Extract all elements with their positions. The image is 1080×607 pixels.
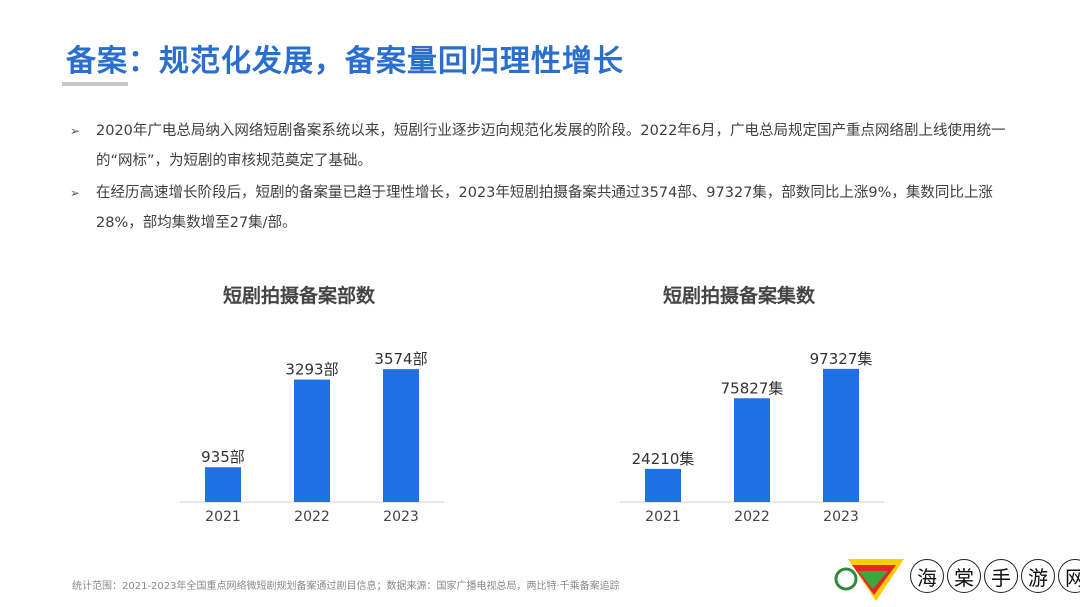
bar-2021 xyxy=(205,467,241,502)
footnote: 统计范围：2021-2023年全国重点网络微短剧规划备案通过剧目信息；数据来源：… xyxy=(72,581,620,592)
bar-2021 xyxy=(645,468,681,502)
data-label: 3293部 xyxy=(285,361,338,379)
watermark-char: 手 xyxy=(984,559,1018,593)
watermark: 海 棠 手 游 网 xyxy=(830,545,1080,607)
data-label: 97327集 xyxy=(810,350,873,368)
x-tick-label: 2021 xyxy=(205,509,241,525)
data-label: 24210集 xyxy=(632,450,695,468)
watermark-logo-icon xyxy=(834,559,904,601)
chart-title: 短剧拍摄备案部数 xyxy=(223,284,376,307)
bar-2023 xyxy=(383,369,419,502)
data-label: 935部 xyxy=(201,448,245,466)
watermark-char: 棠 xyxy=(947,559,981,593)
watermark-char: 游 xyxy=(1021,559,1055,593)
chart-svg-series-count: 短剧拍摄备案部数 935部 2021 3293部 2022 3574部 2023 xyxy=(180,284,444,525)
x-tick-label: 2022 xyxy=(734,509,770,525)
chart-title: 短剧拍摄备案集数 xyxy=(663,284,816,307)
bar-2022 xyxy=(734,398,770,502)
x-tick-label: 2022 xyxy=(294,509,330,525)
bullet-list: ➢ 2020年广电总局纳入网络短剧备案系统以来，短剧行业逐步迈向规范化发展的阶段… xyxy=(70,116,1030,238)
data-label: 3574部 xyxy=(374,350,427,368)
x-tick-label: 2023 xyxy=(383,509,419,525)
x-tick-label: 2021 xyxy=(645,509,681,525)
arrow-bullet-icon: ➢ xyxy=(70,186,81,200)
bullet-item: ➢ 在经历高速增长阶段后，短剧的备案量已趋于理性增长，2023年短剧拍摄备案共通… xyxy=(70,178,1030,238)
bullet-text: 在经历高速增长阶段后，短剧的备案量已趋于理性增长，2023年短剧拍摄备案共通过3… xyxy=(96,185,993,231)
arrow-bullet-icon: ➢ xyxy=(70,124,81,138)
title-underline xyxy=(62,82,128,86)
watermark-char: 海 xyxy=(910,559,944,593)
bullet-text: 2020年广电总局纳入网络短剧备案系统以来，短剧行业逐步迈向规范化发展的阶段。2… xyxy=(96,123,1006,169)
chart-episode-count: 短剧拍摄备案集数 24210集 2021 75827集 2022 97327集 2023 xyxy=(610,275,930,535)
bullet-item: ➢ 2020年广电总局纳入网络短剧备案系统以来，短剧行业逐步迈向规范化发展的阶段… xyxy=(70,116,1030,176)
watermark-char: 网 xyxy=(1058,559,1080,593)
chart-series-count: 短剧拍摄备案部数 935部 2021 3293部 2022 3574部 2023 xyxy=(170,275,490,535)
x-tick-label: 2023 xyxy=(823,509,859,525)
data-label: 75827集 xyxy=(721,379,784,397)
chart-svg-episode-count: 短剧拍摄备案集数 24210集 2021 75827集 2022 97327集 2023 xyxy=(620,284,884,525)
bar-2022 xyxy=(294,379,330,502)
watermark-text: 海 棠 手 游 网 xyxy=(910,559,1080,593)
bar-2023 xyxy=(823,368,859,502)
page-title: 备案：规范化发展，备案量回归理性增长 xyxy=(66,44,624,79)
